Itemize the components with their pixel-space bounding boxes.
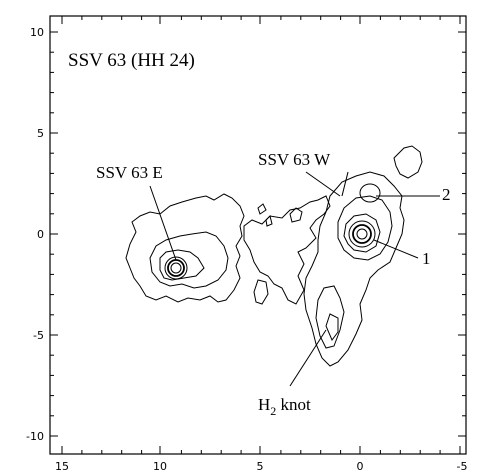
plot-frame <box>49 15 467 455</box>
y-tick-label: -10 <box>26 430 44 443</box>
contour-source-2 <box>359 183 381 203</box>
label-h2-knot-sub: 2 <box>270 404 276 418</box>
contour-east-outer <box>125 193 245 303</box>
pointer-west-2 <box>341 171 349 197</box>
label-h2-knot-tail: knot <box>276 395 311 414</box>
contour-blob-small <box>253 279 269 305</box>
label-ssv63-west: SSV 63 W <box>258 150 331 169</box>
label-source-1: 1 <box>422 249 431 268</box>
contour-knot-tail <box>315 285 345 349</box>
contour-east-mid <box>149 231 229 289</box>
contour-west-outer <box>303 171 405 367</box>
contour-speck <box>257 203 267 215</box>
x-minor-ticks <box>81 16 441 454</box>
contour-speck-2 <box>265 215 273 227</box>
y-tick-label: 0 <box>37 228 44 241</box>
contour-blob-upper <box>289 207 303 223</box>
label-h2-knot-main: H <box>258 395 270 414</box>
contour-east-inner <box>159 249 205 281</box>
y-tick-label: 10 <box>30 26 44 39</box>
contour-knot-inner <box>325 313 339 341</box>
y-tick-label: -5 <box>33 329 44 342</box>
figure-title: SSV 63 (HH 24) <box>68 50 195 71</box>
pointer-source-1 <box>373 239 419 259</box>
y-minor-ticks <box>50 51 466 417</box>
contours-west <box>303 145 423 367</box>
contour-east-core-mid <box>167 259 185 277</box>
contour-bridge <box>243 195 331 305</box>
label-source-2: 2 <box>442 185 451 204</box>
contour-west-core-inner <box>356 228 368 240</box>
x-tick-label: 15 <box>55 460 69 473</box>
y-axis-ticks <box>50 31 466 437</box>
pointer-east <box>149 185 177 261</box>
label-h2-knot: H2 knot <box>258 395 311 418</box>
contour-west-core-outer <box>348 220 376 248</box>
y-tick-label: 5 <box>37 127 44 140</box>
pointer-west-1 <box>305 171 341 197</box>
contour-west-mid <box>337 195 393 261</box>
contours-middle <box>243 195 331 305</box>
contour-west-inner <box>343 213 381 253</box>
contour-east-core-inner <box>170 262 182 274</box>
label-ssv63-east: SSV 63 E <box>96 163 163 182</box>
x-axis-ticks <box>61 16 461 454</box>
pointer-h2-knot <box>289 329 327 387</box>
x-tick-label: -5 <box>457 460 468 473</box>
contour-west-far <box>393 145 423 179</box>
x-tick-label: 0 <box>357 460 364 473</box>
contours-east <box>125 193 245 303</box>
x-tick-label: 5 <box>257 460 264 473</box>
contour-west-core-mid <box>352 224 372 244</box>
x-tick-label: 10 <box>153 460 167 473</box>
contour-east-core-outer <box>164 256 188 280</box>
